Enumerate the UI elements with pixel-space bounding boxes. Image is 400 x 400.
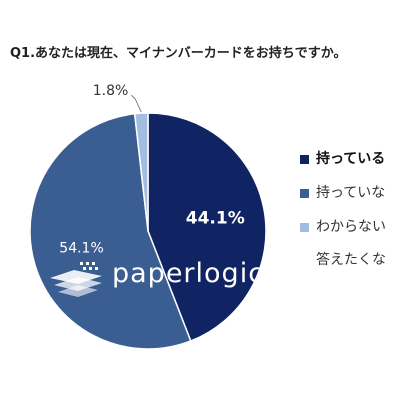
- legend-item-have: 持っている: [300, 150, 400, 184]
- pie-slice-have: [147, 112, 267, 342]
- legend-swatch-not-have: [300, 189, 309, 198]
- legend-item-not-have: 持っていな: [300, 184, 400, 218]
- chart-title: Q1.あなたは現在、マイナンバーカードをお持ちですか。: [10, 46, 347, 61]
- legend-item-unknown: わからない 答えたくな: [300, 218, 400, 272]
- legend-swatch-have: [300, 155, 309, 164]
- paperlogic-logo: paperlogic: [44, 252, 263, 298]
- leader-line-unknown: [131, 94, 142, 113]
- data-label-unknown: 1.8%: [93, 83, 129, 99]
- data-label-not-have: 54.1%: [59, 240, 103, 256]
- legend-label-unknown-line2: 答えたくな: [316, 252, 386, 268]
- legend-label-not-have: 持っていな: [316, 185, 386, 201]
- legend-label-have: 持っている: [316, 151, 386, 167]
- pie-slice-unknown: [133, 112, 149, 232]
- chart-legend: 持っている 持っていな わからない 答えたくな: [300, 150, 400, 272]
- legend-swatch-unknown: [300, 223, 309, 232]
- paperlogic-logo-icon: [50, 262, 102, 297]
- data-label-have: 44.1%: [186, 208, 245, 228]
- paperlogic-logo-text: paperlogic: [112, 258, 265, 289]
- legend-label-unknown: わからない 答えたくな: [316, 218, 386, 270]
- legend-label-unknown-line1: わからない: [316, 219, 386, 235]
